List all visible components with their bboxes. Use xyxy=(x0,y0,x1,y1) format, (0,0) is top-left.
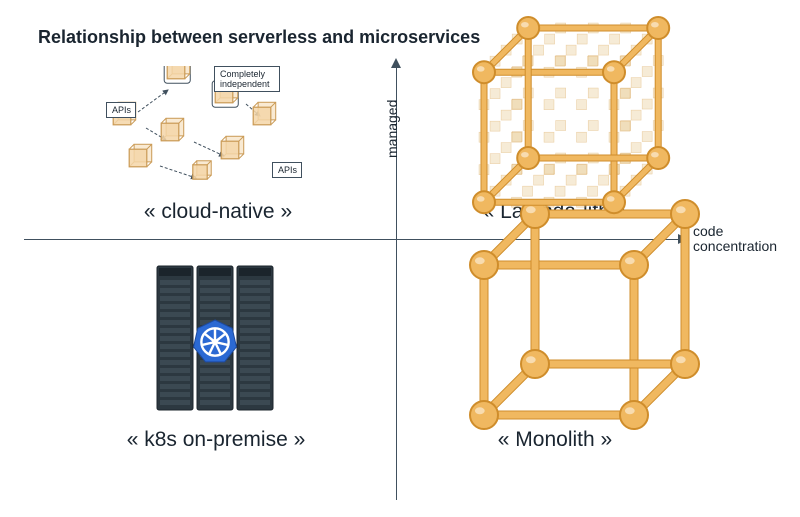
y-axis-arrow xyxy=(391,58,401,68)
q-label-k8s: « k8s on-premise » xyxy=(96,428,336,452)
q-label-cloud-native: « cloud-native » xyxy=(108,200,328,224)
page-title: Relationship between serverless and micr… xyxy=(38,27,480,48)
lambda-cube-illustration xyxy=(460,4,682,226)
servers-illustration xyxy=(150,258,280,418)
y-axis-label: managed xyxy=(384,100,400,158)
diagram-canvas: Relationship between serverless and micr… xyxy=(0,0,800,517)
cloud-native-illustration: Completely independentAPIsAPIs xyxy=(100,66,335,196)
